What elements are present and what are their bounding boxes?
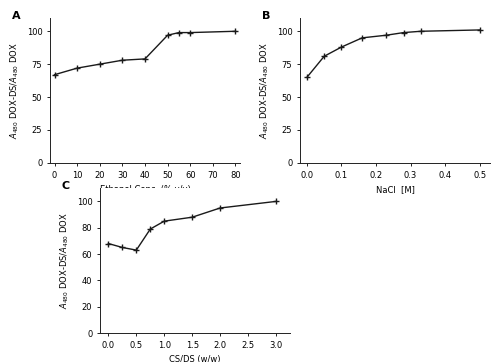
X-axis label: NaCl  [M]: NaCl [M] bbox=[376, 185, 414, 194]
Y-axis label: $A_{480}$ DOX-DS/$A_{480}$ DOX: $A_{480}$ DOX-DS/$A_{480}$ DOX bbox=[8, 42, 21, 139]
Text: C: C bbox=[62, 181, 70, 191]
X-axis label: CS/DS (w/w): CS/DS (w/w) bbox=[170, 355, 221, 362]
Text: A: A bbox=[12, 11, 20, 21]
Y-axis label: $A_{480}$ DOX-DS/$A_{480}$ DOX: $A_{480}$ DOX-DS/$A_{480}$ DOX bbox=[258, 42, 271, 139]
Text: B: B bbox=[262, 11, 270, 21]
X-axis label: Ethanol Conc. (% v/v): Ethanol Conc. (% v/v) bbox=[100, 185, 190, 194]
Y-axis label: $A_{480}$ DOX-DS/$A_{480}$ DOX: $A_{480}$ DOX-DS/$A_{480}$ DOX bbox=[58, 212, 71, 309]
